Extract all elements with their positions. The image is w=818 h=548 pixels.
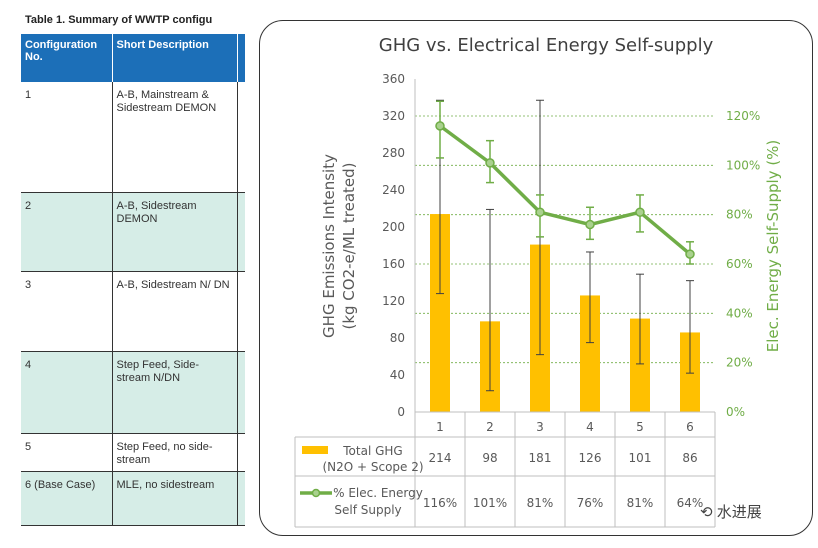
x-tick-label: 5 (636, 420, 644, 434)
config-no-cell: 4 (21, 351, 113, 434)
line-point-3 (535, 207, 545, 217)
x-tick-label: 3 (536, 420, 544, 434)
legend-label-self-supply-line1: % Elec. Energy (333, 486, 423, 500)
y2-tick-label: 20% (726, 356, 753, 370)
legend-label-total-ghg-line1: Total GHG (342, 444, 402, 458)
y-tick-label: 0 (397, 405, 405, 419)
data-label-self-supply: 101% (473, 496, 507, 510)
y2-tick-label: 120% (726, 109, 760, 123)
line-point-4 (585, 219, 595, 230)
config-no-cell: 5 (21, 433, 113, 472)
description-cell: A-B, Mainstream & Sidestream DEMON (112, 82, 238, 193)
description-cell: Step Feed, no side-stream (112, 433, 238, 472)
y2-tick-label: 60% (726, 257, 753, 271)
watermark: ⟲ 水进展 (700, 501, 762, 522)
x-tick-label: 1 (436, 420, 444, 434)
data-label-total-ghg: 98 (482, 451, 497, 465)
legend-label-total-ghg-line2: (N2O + Scope 2) (322, 460, 423, 474)
y-tick-label: 320 (382, 109, 405, 123)
table-row: 1 A-B, Mainstream & Sidestream DEMON (21, 82, 245, 193)
line-point-5 (635, 207, 645, 217)
table-row: 3 A-B, Sidestream N/ DN (21, 271, 245, 352)
y-tick-label: 200 (382, 220, 405, 234)
description-cell: A-B, Sidestream N/ DN (112, 271, 238, 352)
y2-tick-label: 80% (726, 208, 753, 222)
line-point-2 (485, 158, 495, 168)
data-label-total-ghg: 214 (429, 451, 452, 465)
table-row: 5 Step Feed, no side-stream (21, 433, 245, 472)
legend-marker-self-supply (311, 488, 321, 498)
configuration-table: Configuration No. Short Description 1 A-… (21, 34, 245, 526)
data-label-self-supply: 81% (627, 496, 654, 510)
data-label-self-supply: 116% (423, 496, 457, 510)
bar-1 (430, 214, 450, 412)
table-row: 2 A-B, Sidestream DEMON (21, 192, 245, 272)
y-tick-label: 240 (382, 183, 405, 197)
chart-svg: GHG vs. Electrical Energy Self-supply040… (294, 35, 782, 528)
chart-title: GHG vs. Electrical Energy Self-supply (379, 35, 714, 56)
bar-5 (630, 318, 650, 412)
x-tick-label: 4 (586, 420, 594, 434)
legend-swatch-total-ghg (302, 446, 328, 454)
config-no-cell: 3 (21, 271, 113, 352)
line-point-1 (435, 121, 445, 131)
data-label-total-ghg: 86 (682, 451, 697, 465)
y-axis-label-line2: (kg CO2-e/ML treated) (340, 162, 358, 329)
y2-tick-label: 100% (726, 158, 760, 172)
table-header-extra (237, 34, 245, 82)
table-header-config-no: Configuration No. (21, 34, 113, 82)
y-tick-label: 160 (382, 257, 405, 271)
y-tick-label: 360 (382, 72, 405, 86)
watermark-text: 水进展 (716, 504, 762, 521)
table-header-description: Short Description (112, 34, 238, 82)
series-line-self-supply (438, 124, 692, 256)
description-cell: A-B, Sidestream DEMON (112, 192, 238, 272)
data-label-total-ghg: 101 (629, 451, 652, 465)
y-tick-label: 40 (390, 368, 405, 382)
table-panel: Table 1. Summary of WWTP configu Configu… (0, 0, 245, 548)
y-tick-label: 120 (382, 294, 405, 308)
y-tick-label: 80 (390, 331, 405, 345)
y-axis-label-line1: GHG Emissions Intensity (320, 154, 338, 338)
table-row: 4 Step Feed, Side-stream N/DN (21, 351, 245, 434)
chart-panel: GHG vs. Electrical Energy Self-supply 0 40… (259, 20, 813, 536)
y2-tick-label: 0% (726, 405, 745, 419)
bar-4 (580, 295, 600, 412)
x-tick-label: 2 (486, 420, 494, 434)
legend-label-self-supply-line2: Self Supply (334, 503, 401, 517)
data-label-self-supply: 81% (527, 496, 554, 510)
y2-tick-label: 40% (726, 306, 753, 320)
data-label-self-supply: 64% (677, 496, 704, 510)
description-cell: Step Feed, Side-stream N/DN (112, 351, 238, 434)
table-title: Table 1. Summary of WWTP configu (25, 14, 213, 26)
data-label-total-ghg: 181 (529, 451, 552, 465)
line-point-6 (685, 249, 695, 259)
y2-axis-label: Elec. Energy Self-Supply (%) (764, 140, 782, 353)
data-label-total-ghg: 126 (579, 451, 602, 465)
y-tick-label: 280 (382, 146, 405, 160)
description-cell: MLE, no sidestream (112, 471, 238, 526)
config-no-cell: 2 (21, 192, 113, 272)
config-no-cell: 6 (Base Case) (21, 471, 113, 526)
table-row: 6 (Base Case) MLE, no sidestream (21, 471, 245, 526)
wechat-icon: ⟲ (700, 504, 717, 521)
data-label-self-supply: 76% (577, 496, 604, 510)
x-tick-label: 6 (686, 420, 694, 434)
config-no-cell: 1 (21, 82, 113, 193)
